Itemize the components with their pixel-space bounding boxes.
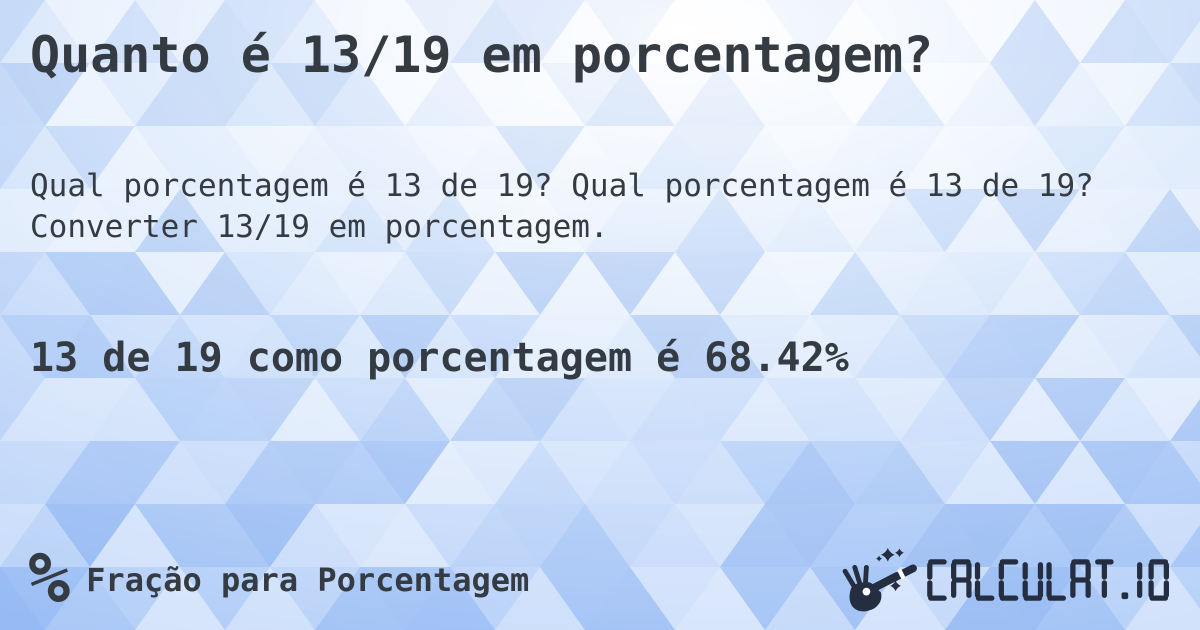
brand-logo — [840, 546, 1174, 614]
question-description: Qual porcentagem é 13 de 19? Qual porcen… — [30, 168, 1094, 245]
category-label: Fração para Porcentagem — [86, 561, 530, 599]
sparkle-stars — [876, 547, 904, 592]
footer: % Fração para Porcentagem — [28, 542, 1174, 618]
magic-wand-hand-icon — [842, 547, 917, 612]
percent-icon: % — [28, 536, 71, 619]
brand-wordmark — [927, 559, 1169, 601]
page-title: Quanto é 13/19 em porcentagem? — [30, 26, 934, 84]
answer-text: 13 de 19 como porcentagem é 68.42% — [30, 335, 849, 381]
category-badge: % Fração para Porcentagem — [28, 536, 530, 619]
